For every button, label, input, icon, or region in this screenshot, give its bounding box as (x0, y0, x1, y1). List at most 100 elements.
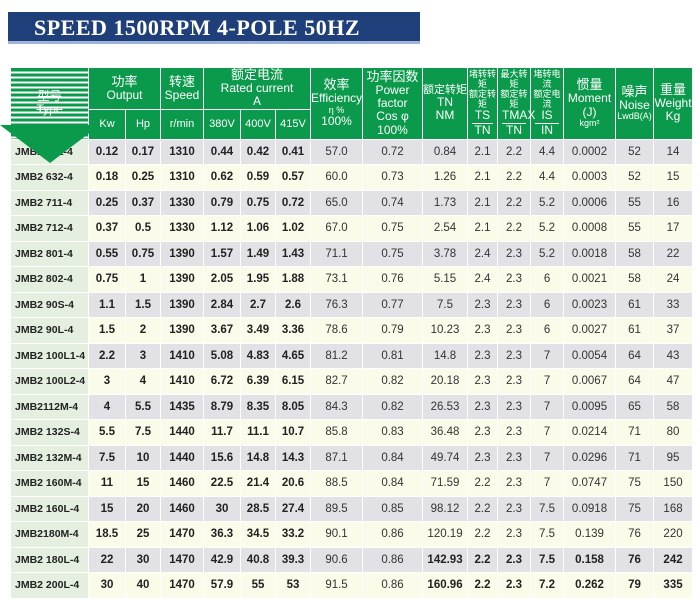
table-row: JMB2 90S-4 1.1 1.5 1390 2.84 2.7 2.6 76.3 0.77 7.… (10, 291, 694, 319)
value-cell: 57.0 (310, 138, 364, 166)
value-cell: 2.3 (497, 546, 532, 574)
value-cell: 2.1 (467, 189, 499, 217)
page-title: SPEED 1500RPM 4-POLE 50HZ (34, 15, 361, 40)
value-cell: 71.59 (422, 470, 469, 497)
value-cell: 0.0747 (563, 470, 617, 497)
value-cell: 1460 (160, 470, 204, 497)
value-cell: 0.37 (88, 215, 126, 242)
value-cell: 2.7 (240, 291, 276, 319)
value-cell: 14 (653, 138, 694, 166)
value-cell: 71 (615, 444, 655, 472)
table-row: JMB2 132M-4 7.5 10 1440 15.6 14.8 14.3 87.1 0.84… (10, 444, 694, 472)
value-cell: 6 (530, 291, 565, 319)
value-cell: 25 (125, 521, 161, 548)
value-cell: 0.55 (88, 240, 126, 268)
value-cell: 73.1 (310, 266, 364, 293)
value-cell: 2.3 (497, 419, 532, 446)
value-cell: 0.0027 (563, 317, 617, 344)
value-cell: 4.65 (274, 342, 312, 370)
value-cell: 0.44 (203, 138, 241, 166)
model-cell: JMB2 712-4 (10, 215, 89, 242)
value-cell: 58 (653, 393, 694, 421)
value-cell: 0.262 (563, 572, 617, 599)
value-cell: 14.8 (240, 444, 276, 472)
value-cell: 36.3 (203, 521, 241, 548)
value-cell: 33 (653, 291, 694, 319)
value-cell: 150 (653, 470, 694, 497)
value-cell: 15.6 (203, 444, 241, 472)
value-cell: 7.5 (422, 291, 469, 319)
model-cell: JMB2 180L-4 (10, 546, 89, 574)
value-cell: 2.3 (467, 317, 499, 344)
table-row: JMB2 200L-4 30 40 1470 57.9 55 53 91.5 0.86 160.9… (10, 572, 694, 599)
value-cell: 2.3 (497, 317, 532, 344)
value-cell: 40.8 (240, 546, 276, 574)
value-cell: 52 (615, 138, 655, 166)
value-cell: 11.1 (240, 419, 276, 446)
table-body: JMB2 631-4 0.12 0.17 1310 0.44 0.42 0.41 57.0 0.… (10, 138, 694, 599)
model-cell: JMB2 90L-4 (10, 317, 89, 344)
value-cell: 20 (125, 495, 161, 523)
value-cell: 75 (615, 495, 655, 523)
header-ts-tn: 堵转转矩 额定转矩 TS TN (467, 67, 499, 140)
model-cell: JMB2 132M-4 (10, 444, 89, 472)
value-cell: 220 (653, 521, 694, 548)
value-cell: 33.2 (274, 521, 312, 548)
value-cell: 90.6 (310, 546, 364, 574)
value-cell: 84.3 (310, 393, 364, 421)
value-cell: 2.1 (467, 138, 499, 166)
value-cell: 2.2 (88, 342, 126, 370)
value-cell: 8.79 (203, 393, 241, 421)
header-tmax-tn: 最大转矩 额定转矩 TMAX TN (497, 67, 535, 140)
value-cell: 6 (530, 317, 565, 344)
value-cell: 91.5 (310, 572, 364, 599)
value-cell: 2.2 (497, 138, 532, 166)
value-cell: 0.75 (240, 189, 276, 217)
header-kw: Kw (88, 108, 126, 140)
model-cell: JMB2 90S-4 (10, 291, 89, 319)
model-cell: JMB2 632-4 (10, 164, 89, 191)
value-cell: 75 (615, 470, 655, 497)
value-cell: 8.05 (274, 393, 312, 421)
model-cell: JMB2 802-4 (10, 266, 89, 293)
value-cell: 0.85 (362, 495, 424, 523)
value-cell: 78.6 (310, 317, 364, 344)
value-cell: 7.5 (530, 521, 565, 548)
value-cell: 2.54 (422, 215, 469, 242)
table-row: JMB2112M-4 4 5.5 1435 8.79 8.35 8.05 84.3 0.82 26… (10, 393, 694, 421)
value-cell: 15 (653, 164, 694, 191)
value-cell: 36.48 (422, 419, 469, 446)
value-cell: 28.5 (240, 495, 276, 523)
value-cell: 27.4 (274, 495, 312, 523)
header-hp: Hp (125, 108, 161, 140)
value-cell: 30 (125, 546, 161, 574)
table-row: JMB2 132S-4 5.5 7.5 1440 11.7 11.1 10.7 85.8 0.8… (10, 419, 694, 446)
value-cell: 7.5 (88, 444, 126, 472)
value-cell: 22 (653, 240, 694, 268)
value-cell: 15 (88, 495, 126, 523)
value-cell: 60.0 (310, 164, 364, 191)
value-cell: 10.23 (422, 317, 469, 344)
value-cell: 1390 (160, 317, 204, 344)
value-cell: 0.82 (362, 393, 424, 421)
value-cell: 4.83 (240, 342, 276, 370)
table-row: JMB2 100L1-4 2.2 3 1410 5.08 4.83 4.65 81.2 0.81… (10, 342, 694, 370)
value-cell: 1.26 (422, 164, 469, 191)
value-cell: 7 (530, 470, 565, 497)
table-row: JMB2 160M-4 11 15 1460 22.5 21.4 20.6 88.5 0.84 7… (10, 470, 694, 497)
value-cell: 76.3 (310, 291, 364, 319)
value-cell: 0.75 (125, 240, 161, 268)
value-cell: 61 (615, 291, 655, 319)
header-efficiency: 效率 Efficiency η % 100% (310, 67, 364, 140)
value-cell: 0.17 (125, 138, 161, 166)
value-cell: 6.15 (274, 368, 312, 395)
value-cell: 1330 (160, 189, 204, 217)
value-cell: 0.79 (362, 317, 424, 344)
value-cell: 6 (530, 266, 565, 293)
value-cell: 2.3 (497, 393, 532, 421)
model-cell: JMB2 801-4 (10, 240, 89, 268)
value-cell: 76 (615, 521, 655, 548)
table-row: JMB2 632-4 0.18 0.25 1310 0.62 0.59 0.57 60.0 0.… (10, 164, 694, 191)
value-cell: 7 (530, 368, 565, 395)
value-cell: 2.3 (497, 368, 532, 395)
